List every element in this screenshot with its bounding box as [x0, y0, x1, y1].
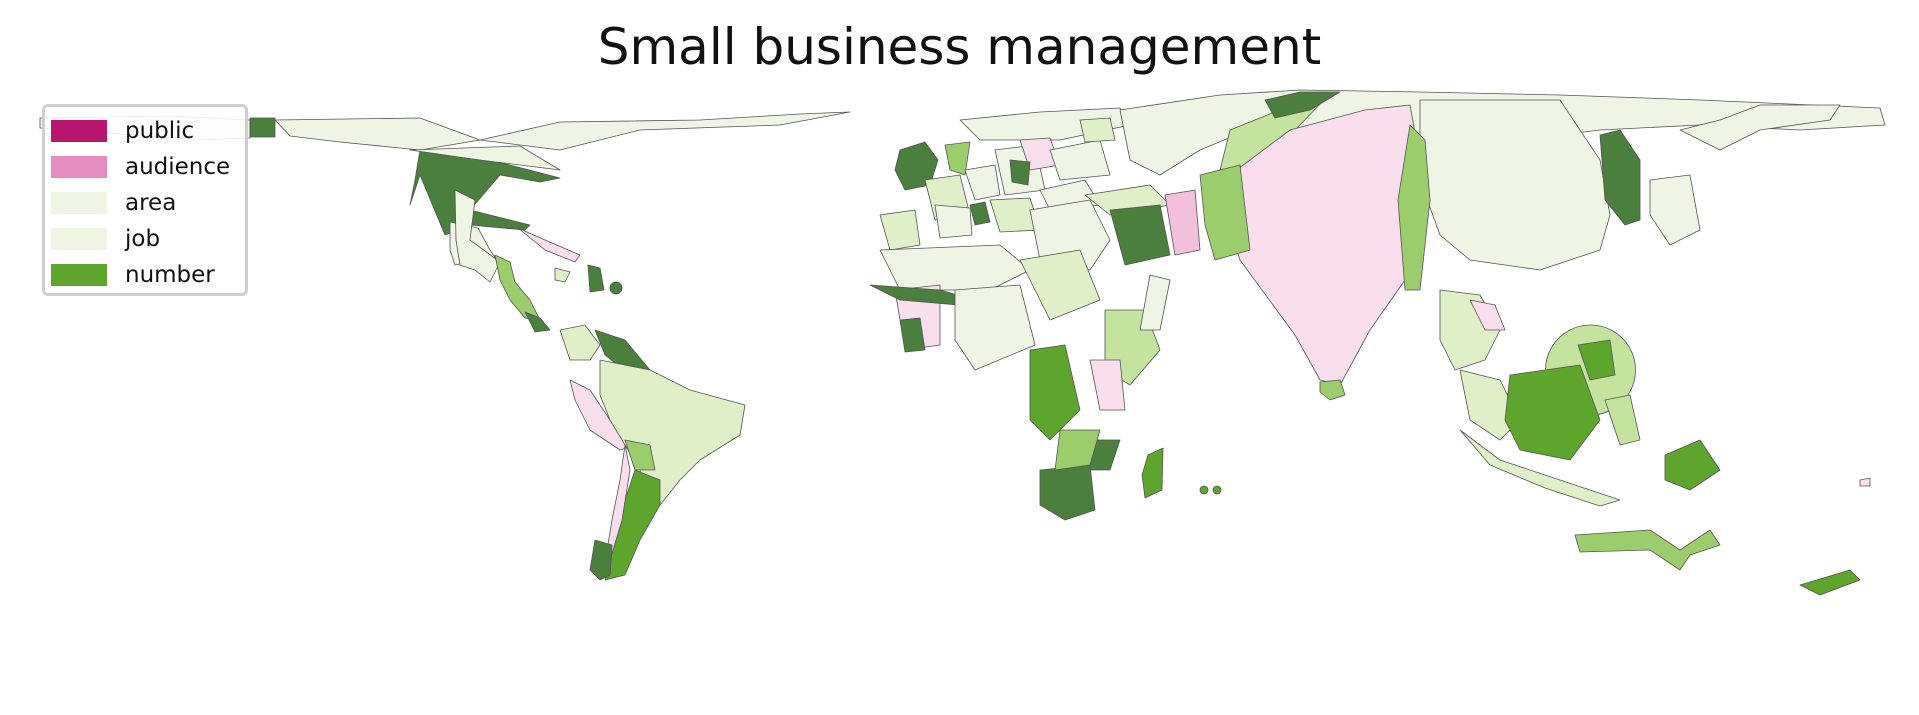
region-arabia	[1029, 199, 1111, 271]
region-canada-fan-top	[409, 145, 561, 171]
region-indonesia-arc	[1459, 429, 1621, 507]
region-scandinavia	[944, 141, 971, 176]
region-iran	[1109, 204, 1171, 266]
region-pacific-pink	[1859, 477, 1871, 487]
legend-swatch-job	[51, 228, 107, 250]
region-new-zealand	[1799, 569, 1861, 596]
legend-label-area: area	[125, 190, 177, 216]
region-sahel	[1019, 249, 1101, 321]
legend-item-area: area	[51, 189, 176, 217]
region-greece	[969, 201, 991, 226]
legend-item-number: number	[51, 261, 215, 289]
region-bangladesh-strip	[1397, 124, 1431, 291]
region-usa-body	[454, 189, 501, 283]
region-borneo	[1504, 364, 1601, 461]
legend-label-public: public	[125, 118, 195, 144]
region-iberia	[879, 209, 921, 251]
region-australia	[1574, 529, 1721, 571]
region-ethiopia	[1139, 274, 1171, 331]
region-canada-arctic-right	[479, 111, 851, 151]
legend-swatch-area	[51, 192, 107, 214]
region-tanzania	[1089, 359, 1126, 411]
page-title: Small business management	[597, 18, 1322, 76]
region-madagascar	[1141, 447, 1164, 499]
region-east-asia-lines	[1679, 104, 1841, 151]
legend-item-audience: audience	[51, 153, 230, 181]
region-africa-dots	[1199, 485, 1209, 495]
region-patagonia	[589, 539, 613, 581]
region-canada-arctic-left	[274, 117, 481, 151]
legend: public audience area job number	[42, 104, 248, 296]
region-south-africa	[1039, 464, 1096, 521]
legend-swatch-public	[51, 120, 107, 142]
region-belarus	[1079, 117, 1116, 143]
region-central-africa	[954, 284, 1036, 371]
region-germany	[964, 164, 1001, 201]
region-zambia	[1054, 429, 1101, 471]
region-japan	[1599, 129, 1641, 226]
region-brazil	[599, 359, 746, 506]
region-italy	[1009, 159, 1031, 186]
region-caribbean-light	[554, 267, 571, 283]
legend-label-audience: audience	[125, 154, 231, 180]
region-ukraine	[1049, 139, 1111, 181]
region-new-guinea	[1664, 439, 1721, 491]
region-west-africa-green	[899, 317, 926, 353]
region-thailand-pink	[1469, 299, 1506, 331]
region-pakistan	[1164, 189, 1201, 256]
region-alaska-tip	[249, 117, 276, 138]
region-india	[1224, 104, 1426, 386]
region-afghan	[1199, 164, 1251, 261]
region-russia-dark-band	[1264, 91, 1341, 119]
region-cuba	[587, 264, 605, 293]
region-mexico	[494, 254, 541, 321]
region-congo	[1029, 344, 1081, 441]
region-philippines-inner	[1577, 339, 1616, 381]
region-sulawesi	[1604, 394, 1641, 446]
region-mongolia-china	[1419, 99, 1611, 271]
region-sri-lanka	[1319, 379, 1346, 401]
region-korea	[1649, 174, 1701, 246]
region-europe-west	[934, 204, 973, 239]
region-africa-dots-2	[1212, 485, 1222, 495]
legend-swatch-number	[51, 264, 107, 286]
region-canada-fan	[409, 149, 561, 236]
legend-label-job: job	[125, 226, 161, 252]
legend-item-public: public	[51, 117, 194, 145]
region-bolivia	[624, 439, 656, 471]
region-north-africa	[879, 244, 1031, 291]
legend-label-number: number	[125, 262, 215, 288]
region-caribbean-pink	[517, 227, 581, 263]
region-caribbean-dot	[609, 281, 623, 295]
legend-swatch-audience	[51, 156, 107, 178]
region-colombia	[559, 324, 601, 361]
region-central-america	[524, 311, 551, 333]
legend-item-job: job	[51, 225, 160, 253]
